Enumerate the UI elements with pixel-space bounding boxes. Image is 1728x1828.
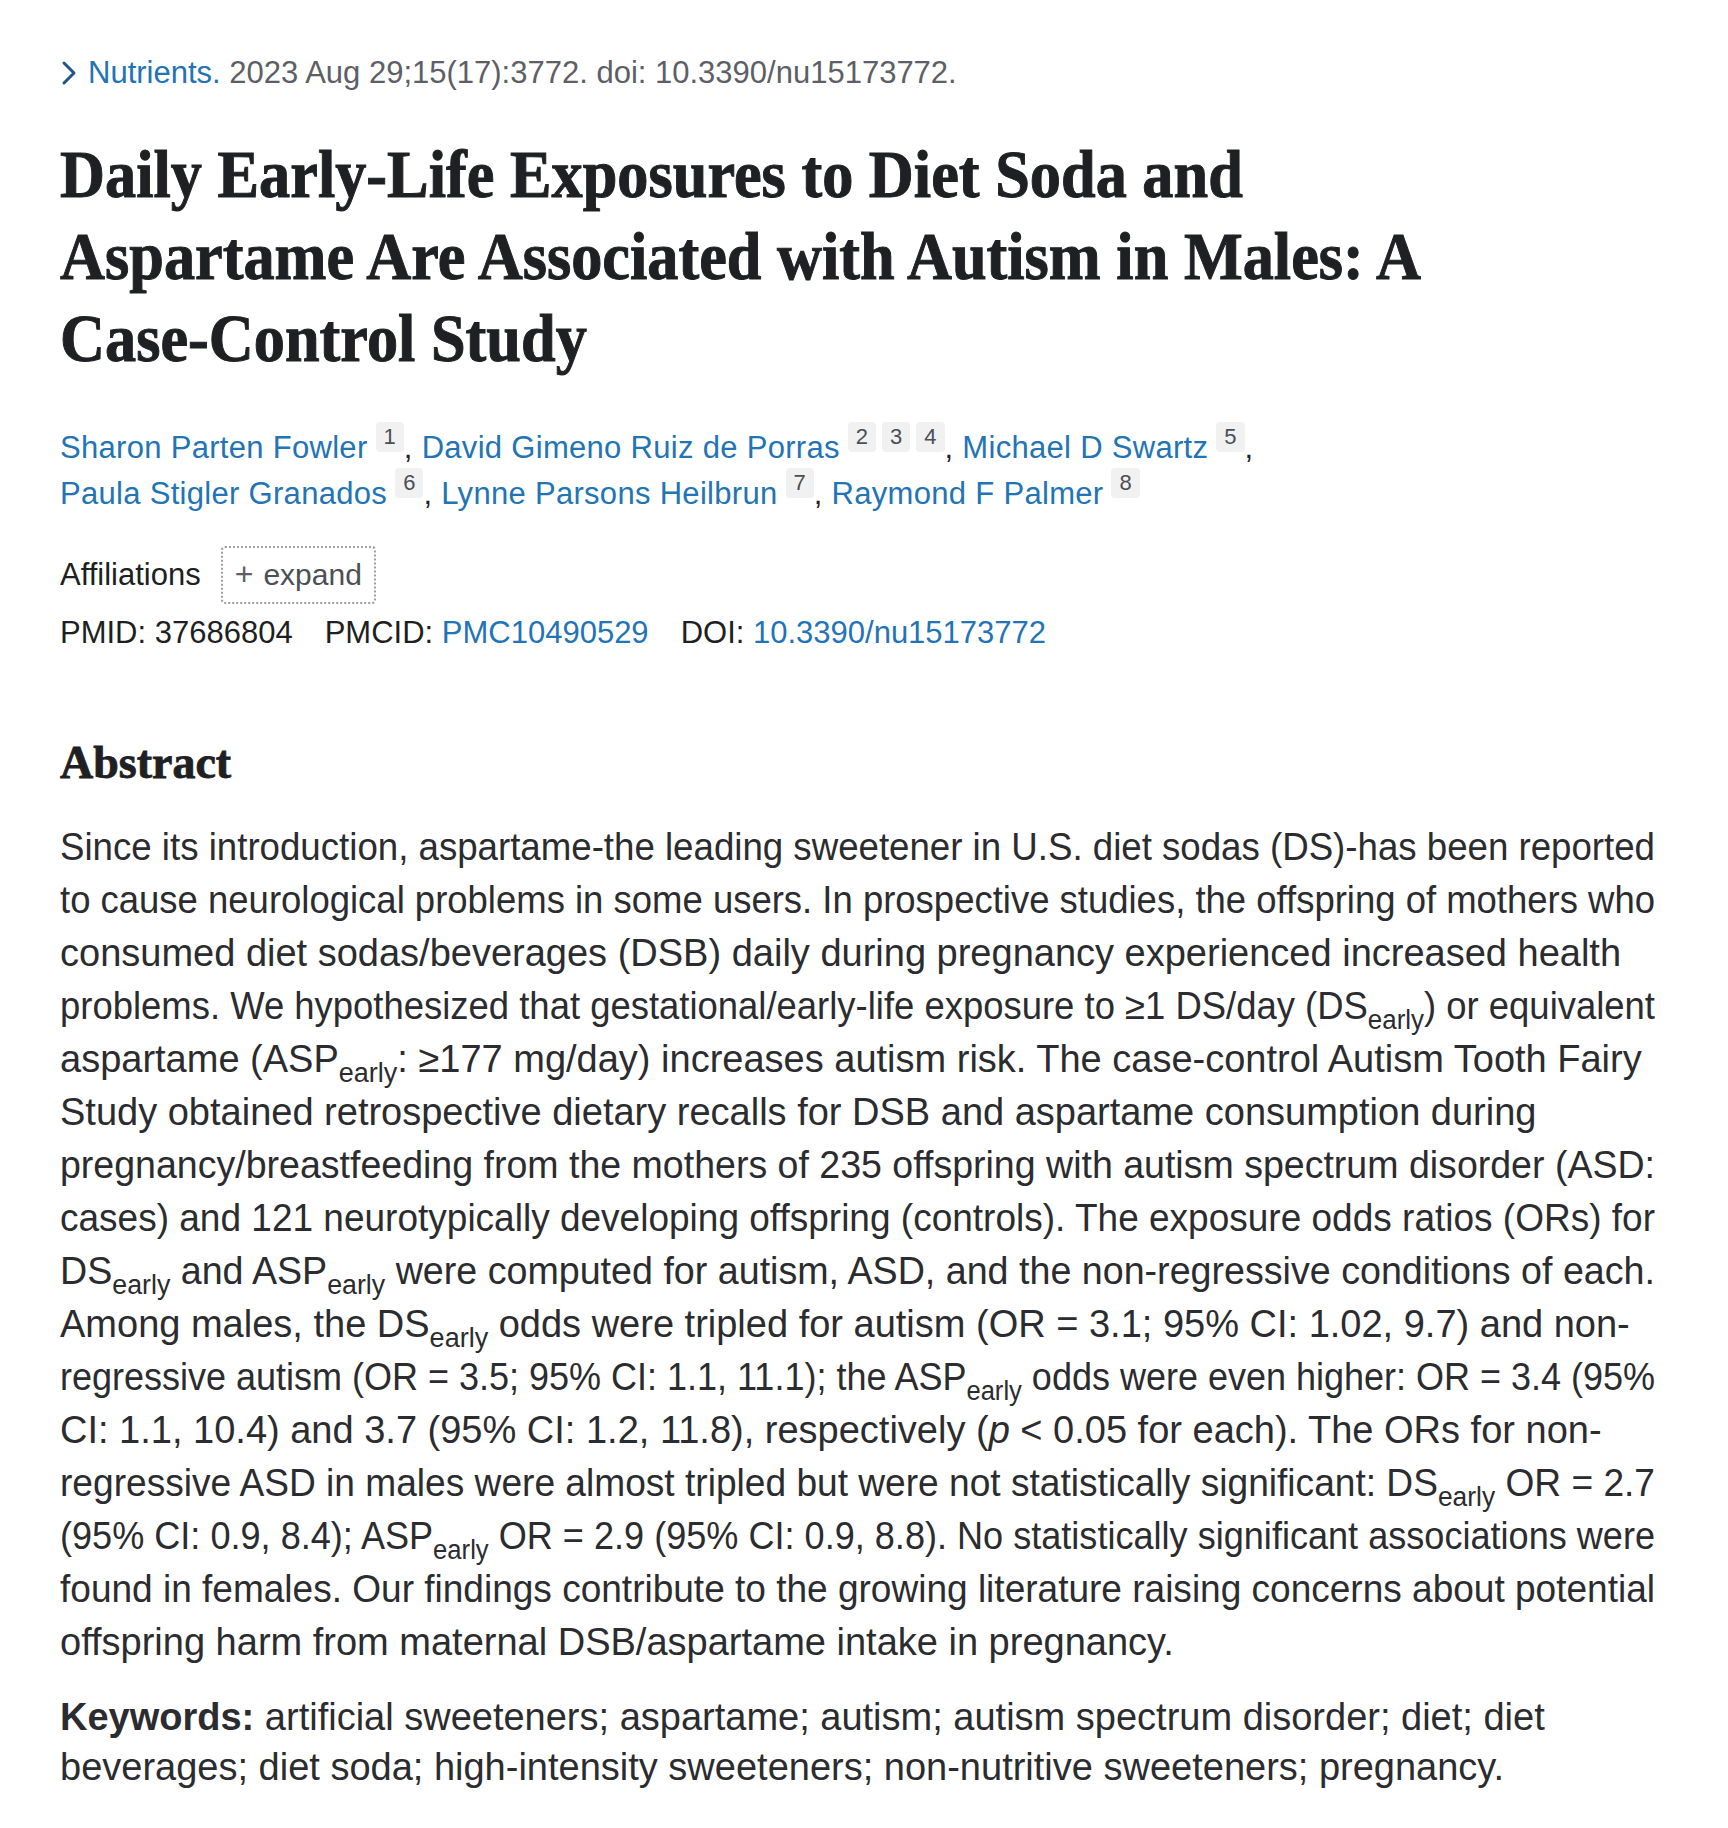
author-link[interactable]: Raymond F Palmer [832,476,1104,511]
abstract-text: Since its introduction, aspartame-the le… [60,821,1700,1669]
author-affiliation-superscript[interactable]: 3 [882,422,910,452]
abstract-line: found in females. Our findings contribut… [60,1563,1700,1616]
id-value[interactable]: 10.3390/nu15173772 [753,615,1046,650]
abstract-line: pregnancy/breastfeeding from the mothers… [60,1139,1700,1192]
authors-row: Sharon Parten Fowler 1, David Gimeno Ruiz… [60,425,1254,471]
author-separator: , [423,476,441,511]
abstract-line: DSearly and ASPearly were computed for a… [60,1245,1700,1298]
doi-group: DOI: 10.3390/nu15173772 [681,615,1046,650]
keywords-line: Keywords: artificial sweeteners; asparta… [60,1692,1700,1742]
author-link[interactable]: David Gimeno Ruiz de Porras [422,430,840,465]
article-ids-row: PMID: 37686804 PMCID: PMC10490529 DOI: 10.… [60,615,1078,651]
id-value: 37686804 [155,615,293,650]
abstract-line: Study obtained retrospective dietary rec… [60,1086,1700,1139]
affiliations-label: Affiliations [60,557,201,593]
affiliations-expand-button[interactable]: + expand [221,546,376,604]
author-affiliation-superscript[interactable]: 7 [786,468,814,498]
author-link[interactable]: Lynne Parsons Heilbrun [441,476,777,511]
abstract-line: CI: 1.1, 10.4) and 3.7 (95% CI: 1.2, 11.… [60,1404,1700,1457]
author-affiliation-superscript[interactable]: 4 [916,422,944,452]
journal-link[interactable]: Nutrients. [88,55,221,90]
author-affiliation-superscript[interactable]: 6 [395,468,423,498]
abstract-line: regressive ASD in males were almost trip… [60,1457,1700,1510]
author-separator: , [404,430,422,465]
abstract-line: aspartame (ASPearly: ≥177 mg/day) increa… [60,1033,1700,1086]
title-line: Daily Early-Life Exposures to Diet Soda … [60,133,1421,215]
id-value[interactable]: PMC10490529 [442,615,649,650]
title-line: Aspartame Are Associated with Autism in … [60,215,1421,297]
article-page: Nutrients. 2023 Aug 29;15(17):3772. doi:… [0,0,1728,1828]
keywords-label: Keywords: [60,1696,254,1738]
author-affiliation-superscript[interactable]: 5 [1216,422,1244,452]
title-line: Case-Control Study [60,297,1421,379]
citation-text: 2023 Aug 29;15(17):3772. doi: 10.3390/nu… [221,55,957,90]
author-link[interactable]: Michael D Swartz [962,430,1208,465]
abstract-line: cases) and 121 neurotypically developing… [60,1192,1700,1245]
author-separator: , [814,476,832,511]
article-title: Daily Early-Life Exposures to Diet Soda … [60,133,1523,379]
pmid-group: PMID: 37686804 [60,615,293,650]
abstract-line: Among males, the DSearly odds were tripl… [60,1298,1700,1351]
pmcid-group: PMCID: PMC10490529 [325,615,649,650]
abstract-line: (95% CI: 0.9, 8.4); ASPearly OR = 2.9 (9… [60,1510,1700,1563]
author-affiliation-superscript[interactable]: 2 [848,422,876,452]
keywords-paragraph: Keywords: artificial sweeteners; asparta… [60,1692,1700,1792]
citation-line: Nutrients. 2023 Aug 29;15(17):3772. doi:… [60,55,957,91]
chevron-right-icon [60,59,78,95]
id-label: PMID: [60,615,155,650]
abstract-line: to cause neurological problems in some u… [60,874,1700,927]
author-separator: , [1245,430,1254,465]
authors-row: Paula Stigler Granados 6, Lynne Parsons H… [60,471,1254,517]
abstract-line: regressive autism (OR = 3.5; 95% CI: 1.1… [60,1351,1700,1404]
abstract-line: Since its introduction, aspartame-the le… [60,821,1700,874]
authors-list: Sharon Parten Fowler 1, David Gimeno Ruiz… [60,425,1254,517]
id-label: PMCID: [325,615,442,650]
author-separator: , [945,430,963,465]
abstract-line: problems. We hypothesized that gestation… [60,980,1700,1033]
abstract-line: consumed diet sodas/beverages (DSB) dail… [60,927,1700,980]
id-label: DOI: [681,615,753,650]
author-link[interactable]: Paula Stigler Granados [60,476,387,511]
expand-label: expand [263,558,361,592]
abstract-line: offspring harm from maternal DSB/asparta… [60,1616,1700,1669]
author-affiliation-superscript[interactable]: 8 [1111,468,1139,498]
abstract-heading: Abstract [60,736,231,789]
keywords-line: beverages; diet soda; high-intensity swe… [60,1742,1700,1792]
author-link[interactable]: Sharon Parten Fowler [60,430,368,465]
plus-icon: + [235,556,254,593]
author-affiliation-superscript[interactable]: 1 [376,422,404,452]
affiliations-row: Affiliations + expand [60,546,376,604]
